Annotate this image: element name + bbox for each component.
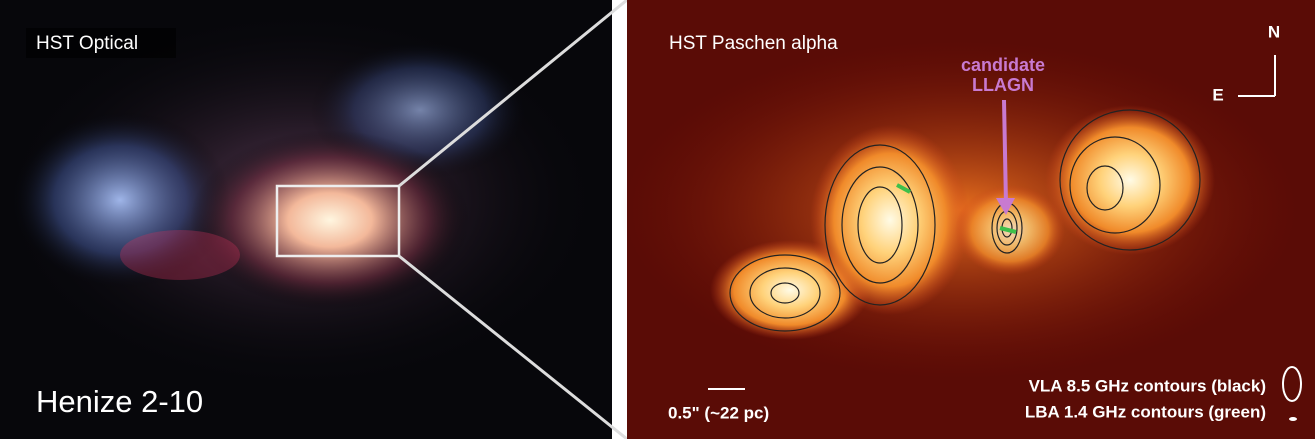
green-contour <box>896 183 911 194</box>
legend-entry: VLA 8.5 GHz contours (black) <box>1029 376 1266 395</box>
legend-entry: LBA 1.4 GHz contours (green) <box>1025 402 1266 421</box>
red-region <box>120 230 240 280</box>
arrow <box>1002 99 1008 206</box>
beam-lba <box>1289 417 1297 421</box>
emission <box>1045 105 1215 255</box>
panel-label: HST Paschen alpha <box>669 33 838 54</box>
optical-panel: HST Optical Henize 2-10 <box>0 0 612 439</box>
blue-region <box>10 110 230 290</box>
beam-vla <box>1282 366 1302 402</box>
core <box>190 130 470 310</box>
annotation: LLAGN <box>972 75 1034 95</box>
zoom-line <box>398 254 628 439</box>
zoom-line <box>398 0 628 188</box>
galaxy-name: Henize 2-10 <box>36 384 203 419</box>
green-contour <box>999 226 1017 234</box>
zoom-box <box>275 184 401 258</box>
arrow-head <box>996 198 1015 215</box>
scale-label: 0.5" (~22 pc) <box>668 403 769 422</box>
label-bg <box>26 28 176 58</box>
contours <box>729 109 1201 332</box>
compass-e: E <box>1212 85 1223 104</box>
annotation: candidate <box>961 55 1045 75</box>
emission <box>810 125 970 315</box>
compass-n: N <box>1268 22 1280 41</box>
panel-label: HST Optical <box>36 33 138 54</box>
paschen-panel: candidate LLAGN HST Paschen alpha N E 0.… <box>620 0 1315 439</box>
